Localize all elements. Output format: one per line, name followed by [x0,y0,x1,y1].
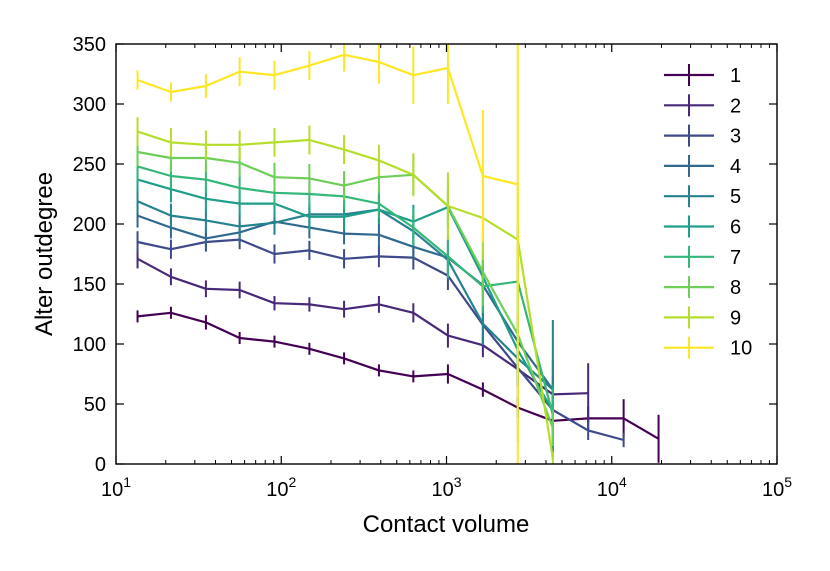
x-axis-label: Contact volume [363,511,530,538]
legend-item-4: 4 [664,154,741,178]
x-tick-label: 105 [762,474,792,501]
y-tick-label: 200 [73,214,106,236]
series-line-1 [137,311,660,440]
legend-label: 1 [730,65,741,87]
y-tick-label: 100 [73,334,106,356]
x-tick-label: 102 [266,474,296,501]
series-6 [136,166,554,438]
y-tick-label: 300 [73,94,106,116]
y-tick-label: 250 [73,154,106,176]
legend-item-3: 3 [664,124,741,148]
legend-label: 5 [730,186,741,208]
legend-item-9: 9 [664,306,741,329]
legend-label: 2 [730,95,741,117]
legend-label: 9 [730,307,741,329]
y-tick-label: 50 [84,394,106,416]
series-layer [136,44,660,464]
y-axis-label: Alter outdegree [31,172,58,336]
y-tick-label: 0 [95,454,106,476]
series-5 [136,189,554,460]
legend-item-6: 6 [664,215,741,239]
x-tick-label: 101 [101,474,131,501]
y-tick-label: 150 [73,274,106,296]
legend-label: 4 [730,156,741,178]
legend-item-7: 7 [664,245,741,269]
legend-label: 3 [730,126,741,148]
series-3 [136,230,625,448]
series-line-2 [137,257,589,396]
series-line-8 [137,150,554,429]
legend-item-5: 5 [664,185,741,208]
series-10 [136,44,519,464]
x-tick-label: 104 [597,474,627,501]
legend-label: 6 [730,217,741,239]
legend-label: 8 [730,277,741,299]
legend-label: 7 [730,247,741,269]
legend-item-1: 1 [664,64,741,87]
legend-item-2: 2 [664,94,741,117]
series-line-10 [137,53,519,186]
series-line-4 [137,214,554,391]
legend-label: 10 [730,338,752,360]
y-tick-label: 350 [73,34,106,56]
series-4 [136,203,554,420]
series-2 [136,249,590,424]
series-1 [136,306,660,463]
legend-item-10: 10 [664,336,752,360]
legend: 1 2 3 4 5 6 7 8 9 10 [664,64,752,360]
x-tick-label: 103 [431,474,461,501]
legend-item-8: 8 [664,276,741,299]
